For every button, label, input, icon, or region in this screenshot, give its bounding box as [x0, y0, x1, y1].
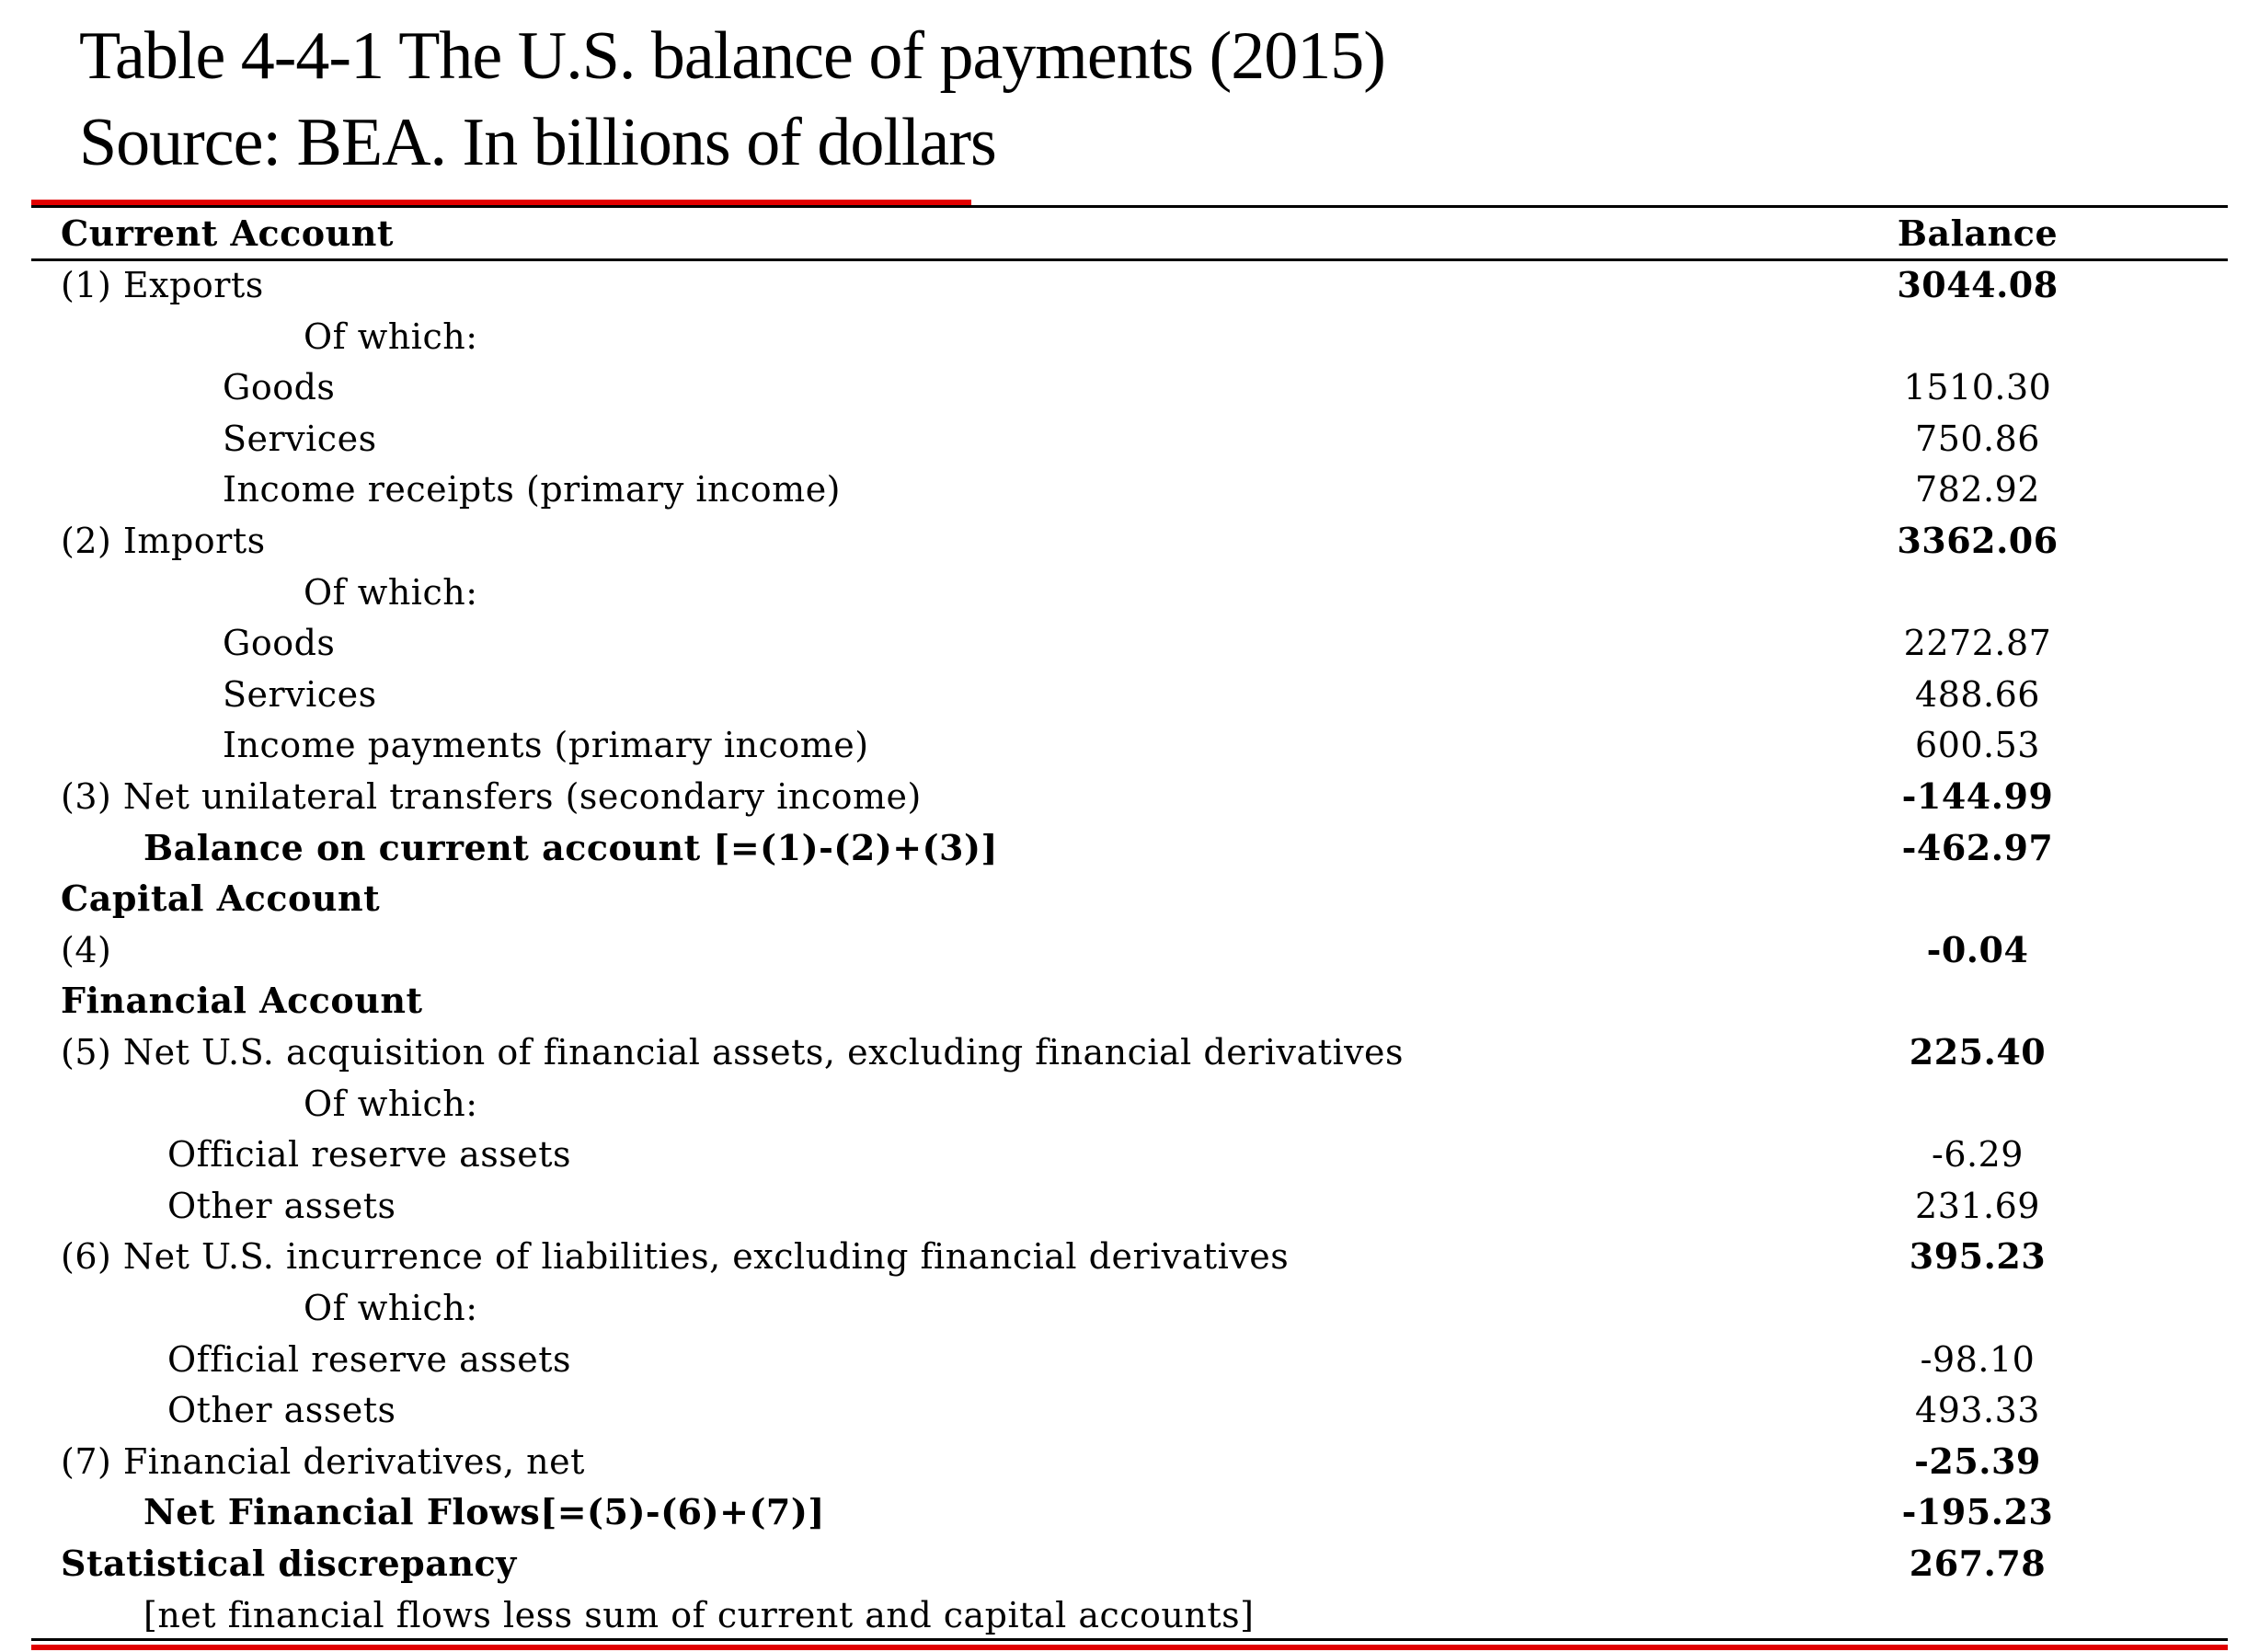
row-value: 1510.30 — [1903, 367, 2052, 407]
header-balance: Balance — [1897, 212, 2059, 254]
table-row: Goods 2272.87 — [0, 617, 2248, 669]
table-row: Goods 1510.30 — [0, 361, 2248, 413]
table-row: [net financial flows less sum of current… — [0, 1589, 2248, 1641]
table-source-note: Source: BEA. In billions of dollars — [79, 105, 997, 180]
row-value: 600.53 — [1915, 725, 2040, 765]
row-label: (7) Financial derivatives, net — [61, 1441, 585, 1482]
top-rule — [31, 205, 2228, 208]
table-row: (3) Net unilateral transfers (secondary … — [0, 771, 2248, 822]
row-value: 488.66 — [1915, 674, 2040, 715]
table-row: (1) Exports 3044.08 — [0, 259, 2248, 311]
table-row: Of which: — [0, 311, 2248, 362]
table-row: Statistical discrepancy 267.78 — [0, 1538, 2248, 1589]
row-value: -462.97 — [1901, 827, 2054, 868]
row-label: (2) Imports — [61, 521, 266, 561]
row-label: Financial Account — [61, 980, 423, 1021]
row-label: Income payments (primary income) — [223, 725, 869, 765]
header-current-account: Current Account — [61, 212, 394, 254]
row-label: (3) Net unilateral transfers (secondary … — [61, 776, 922, 817]
table-row: (6) Net U.S. incurrence of liabilities, … — [0, 1231, 2248, 1282]
row-label: Of which: — [304, 572, 478, 613]
table-row: Of which: — [0, 567, 2248, 618]
header-rule — [31, 258, 2228, 261]
table-row: Services 750.86 — [0, 413, 2248, 465]
row-label: Official reserve assets — [167, 1339, 572, 1380]
row-value: 750.86 — [1915, 419, 2040, 459]
table-row: Of which: — [0, 1078, 2248, 1130]
row-label: Services — [223, 419, 377, 459]
row-label: (6) Net U.S. incurrence of liabilities, … — [61, 1236, 1290, 1277]
table-row: Other assets 493.33 — [0, 1384, 2248, 1436]
table-row: (7) Financial derivatives, net -25.39 — [0, 1436, 2248, 1487]
table-row: Official reserve assets -6.29 — [0, 1129, 2248, 1180]
row-label: (1) Exports — [61, 265, 264, 305]
row-value: -6.29 — [1932, 1134, 2024, 1175]
row-value: 231.69 — [1915, 1186, 2040, 1226]
row-label: Statistical discrepancy — [61, 1543, 517, 1584]
table-title: Table 4-4-1 The U.S. balance of payments… — [79, 18, 1386, 94]
row-label: Net Financial Flows[=(5)-(6)+(7)] — [143, 1491, 825, 1532]
row-value: 493.33 — [1915, 1390, 2040, 1430]
row-value: 3362.06 — [1897, 520, 2059, 561]
row-value: 267.78 — [1909, 1543, 2047, 1584]
table-row: Capital Account — [0, 873, 2248, 924]
row-value: 782.92 — [1915, 469, 2040, 510]
table-row: Income payments (primary income) 600.53 — [0, 719, 2248, 771]
row-label: Capital Account — [61, 878, 381, 919]
table-row: Of which: — [0, 1282, 2248, 1334]
row-label: (5) Net U.S. acquisition of financial as… — [61, 1032, 1405, 1073]
row-label: Other assets — [167, 1186, 396, 1226]
row-value: -144.99 — [1901, 775, 2054, 817]
table-row: Balance on current account [=(1)-(2)+(3)… — [0, 822, 2248, 874]
header-row: Current Account Balance — [0, 208, 2248, 259]
table-row: Income receipts (primary income) 782.92 — [0, 464, 2248, 515]
top-red-rule — [31, 200, 971, 205]
row-label: Goods — [223, 623, 336, 663]
table-row: Services 488.66 — [0, 669, 2248, 720]
row-label: (4) — [61, 930, 112, 970]
table-row: (5) Net U.S. acquisition of financial as… — [0, 1027, 2248, 1078]
row-value: -0.04 — [1926, 929, 2029, 970]
row-value: 395.23 — [1909, 1235, 2047, 1277]
row-value: -98.10 — [1920, 1339, 2036, 1380]
bottom-red-rule — [31, 1645, 2228, 1650]
row-label: Of which: — [304, 1084, 478, 1124]
row-label: Income receipts (primary income) — [223, 469, 842, 510]
bottom-rule — [31, 1638, 2228, 1641]
row-label: Balance on current account [=(1)-(2)+(3)… — [143, 827, 998, 868]
row-label: Services — [223, 674, 377, 715]
table-row: Financial Account — [0, 975, 2248, 1027]
row-label: Of which: — [304, 1288, 478, 1328]
row-value: 2272.87 — [1903, 623, 2052, 663]
row-label: Goods — [223, 367, 336, 407]
table-row: (4) -0.04 — [0, 924, 2248, 976]
row-label: [net financial flows less sum of current… — [143, 1595, 1255, 1635]
row-label: Of which: — [304, 316, 478, 357]
row-value: -195.23 — [1901, 1491, 2054, 1532]
row-label: Other assets — [167, 1390, 396, 1430]
table-row: Official reserve assets -98.10 — [0, 1334, 2248, 1385]
row-label: Official reserve assets — [167, 1134, 572, 1175]
table-row: Net Financial Flows[=(5)-(6)+(7)] -195.23 — [0, 1486, 2248, 1538]
row-value: -25.39 — [1914, 1440, 2041, 1482]
table-row: (2) Imports 3362.06 — [0, 515, 2248, 567]
table-row: Other assets 231.69 — [0, 1180, 2248, 1232]
row-value: 3044.08 — [1897, 264, 2059, 305]
row-value: 225.40 — [1909, 1031, 2047, 1073]
